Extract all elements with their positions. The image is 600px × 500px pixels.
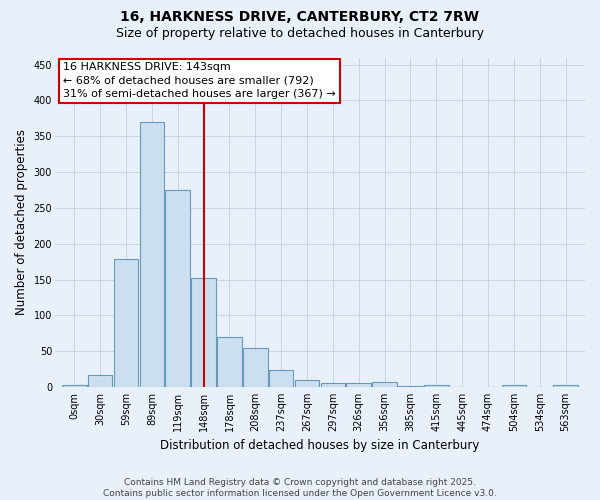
Bar [191,278,216,387]
Text: Size of property relative to detached houses in Canterbury: Size of property relative to detached ho… [116,28,484,40]
Bar [243,348,268,387]
Bar [295,380,319,387]
Bar [140,122,164,387]
Bar [346,382,371,387]
Text: 16, HARKNESS DRIVE, CANTERBURY, CT2 7RW: 16, HARKNESS DRIVE, CANTERBURY, CT2 7RW [121,10,479,24]
Bar [502,386,526,387]
X-axis label: Distribution of detached houses by size in Canterbury: Distribution of detached houses by size … [160,440,479,452]
Text: 16 HARKNESS DRIVE: 143sqm
← 68% of detached houses are smaller (792)
31% of semi: 16 HARKNESS DRIVE: 143sqm ← 68% of detac… [63,62,335,99]
Bar [217,337,242,387]
Bar [88,375,112,387]
Bar [114,260,139,387]
Bar [373,382,397,387]
Bar [320,382,345,387]
Y-axis label: Number of detached properties: Number of detached properties [15,129,28,315]
Bar [424,386,449,387]
Bar [269,370,293,387]
Bar [398,386,423,387]
Bar [62,386,86,387]
Bar [166,190,190,387]
Bar [553,386,578,387]
Text: Contains HM Land Registry data © Crown copyright and database right 2025.
Contai: Contains HM Land Registry data © Crown c… [103,478,497,498]
